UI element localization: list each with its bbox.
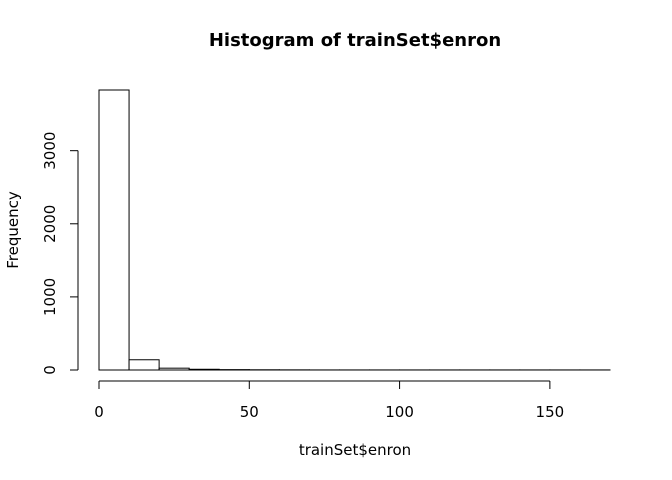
x-tick-label: 150: [536, 403, 565, 421]
x-tick-label: 50: [240, 403, 259, 421]
x-axis-label: trainSet$enron: [299, 441, 411, 459]
x-tick-label: 100: [385, 403, 414, 421]
x-tick-label: 0: [94, 403, 104, 421]
histogram-bar: [98, 89, 130, 371]
y-tick-label: 3000: [41, 132, 59, 170]
y-axis-label: Frequency: [4, 191, 22, 269]
chart-title: Histogram of trainSet$enron: [209, 30, 501, 51]
x-axis: 0 50 100 150: [94, 380, 565, 421]
y-tick-label: 0: [41, 365, 59, 375]
y-tick-label: 1000: [41, 278, 59, 316]
histogram-bar: [188, 368, 220, 371]
bars-group: [98, 89, 611, 371]
y-axis: 0 1000 2000 3000: [41, 132, 79, 375]
histogram-bar: [128, 359, 160, 371]
y-tick-label: 2000: [41, 205, 59, 243]
histogram-bar: [158, 367, 190, 371]
